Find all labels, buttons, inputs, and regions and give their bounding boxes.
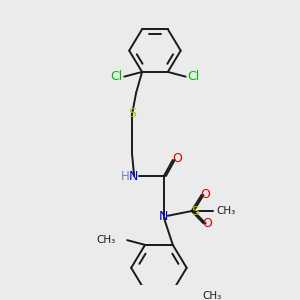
- Text: S: S: [192, 205, 200, 218]
- Text: N: N: [128, 169, 138, 182]
- Text: O: O: [202, 217, 212, 230]
- Text: Cl: Cl: [110, 70, 122, 83]
- Text: CH₃: CH₃: [202, 290, 222, 300]
- Text: CH₃: CH₃: [96, 235, 115, 245]
- Text: O: O: [172, 152, 182, 166]
- Text: CH₃: CH₃: [217, 206, 236, 216]
- Text: Cl: Cl: [188, 70, 200, 83]
- Text: O: O: [200, 188, 210, 202]
- Text: S: S: [128, 107, 136, 120]
- Text: H: H: [121, 170, 130, 184]
- Text: N: N: [159, 210, 169, 223]
